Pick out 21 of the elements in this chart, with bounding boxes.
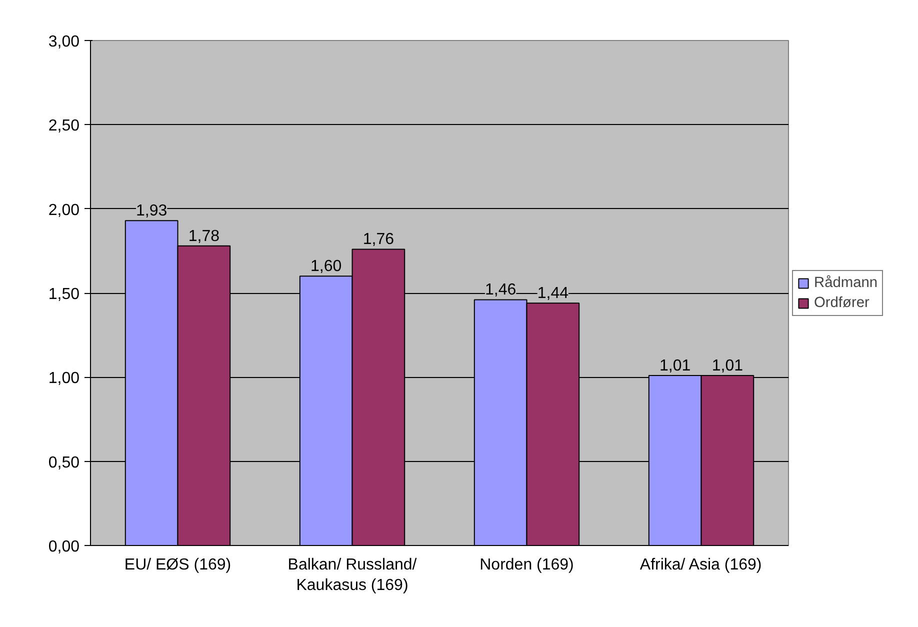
data-label: 1,44 <box>537 285 569 302</box>
data-label: 1,78 <box>188 228 220 245</box>
data-label: 1,60 <box>310 258 342 276</box>
y-tick-label: 2,00 <box>48 202 80 219</box>
legend-label: Ordfører <box>814 294 870 310</box>
x-tick-label: EU/ EØS (169) <box>124 556 232 574</box>
data-label: 1,01 <box>712 357 744 374</box>
y-tick-label: 1,00 <box>48 370 80 388</box>
x-tick-label: Norden (169) <box>480 556 574 574</box>
y-tick-label: 2,50 <box>48 118 80 135</box>
y-tick-label: 0,50 <box>48 454 80 472</box>
data-label: 1,46 <box>485 282 516 299</box>
y-tick-label: 3,00 <box>48 34 80 50</box>
data-label: 1,93 <box>136 202 168 220</box>
legend-label: Rådmann <box>814 274 878 290</box>
x-tick-label: Afrika/ Asia (169) <box>640 556 762 574</box>
y-tick-label: 0,00 <box>48 538 80 556</box>
data-label: 1,01 <box>660 357 691 374</box>
x-tick-label: Balkan/ Russland/ Kaukasus (169) <box>288 556 418 594</box>
y-tick-label: 1,50 <box>48 286 80 303</box>
data-label: 1,76 <box>362 231 394 248</box>
